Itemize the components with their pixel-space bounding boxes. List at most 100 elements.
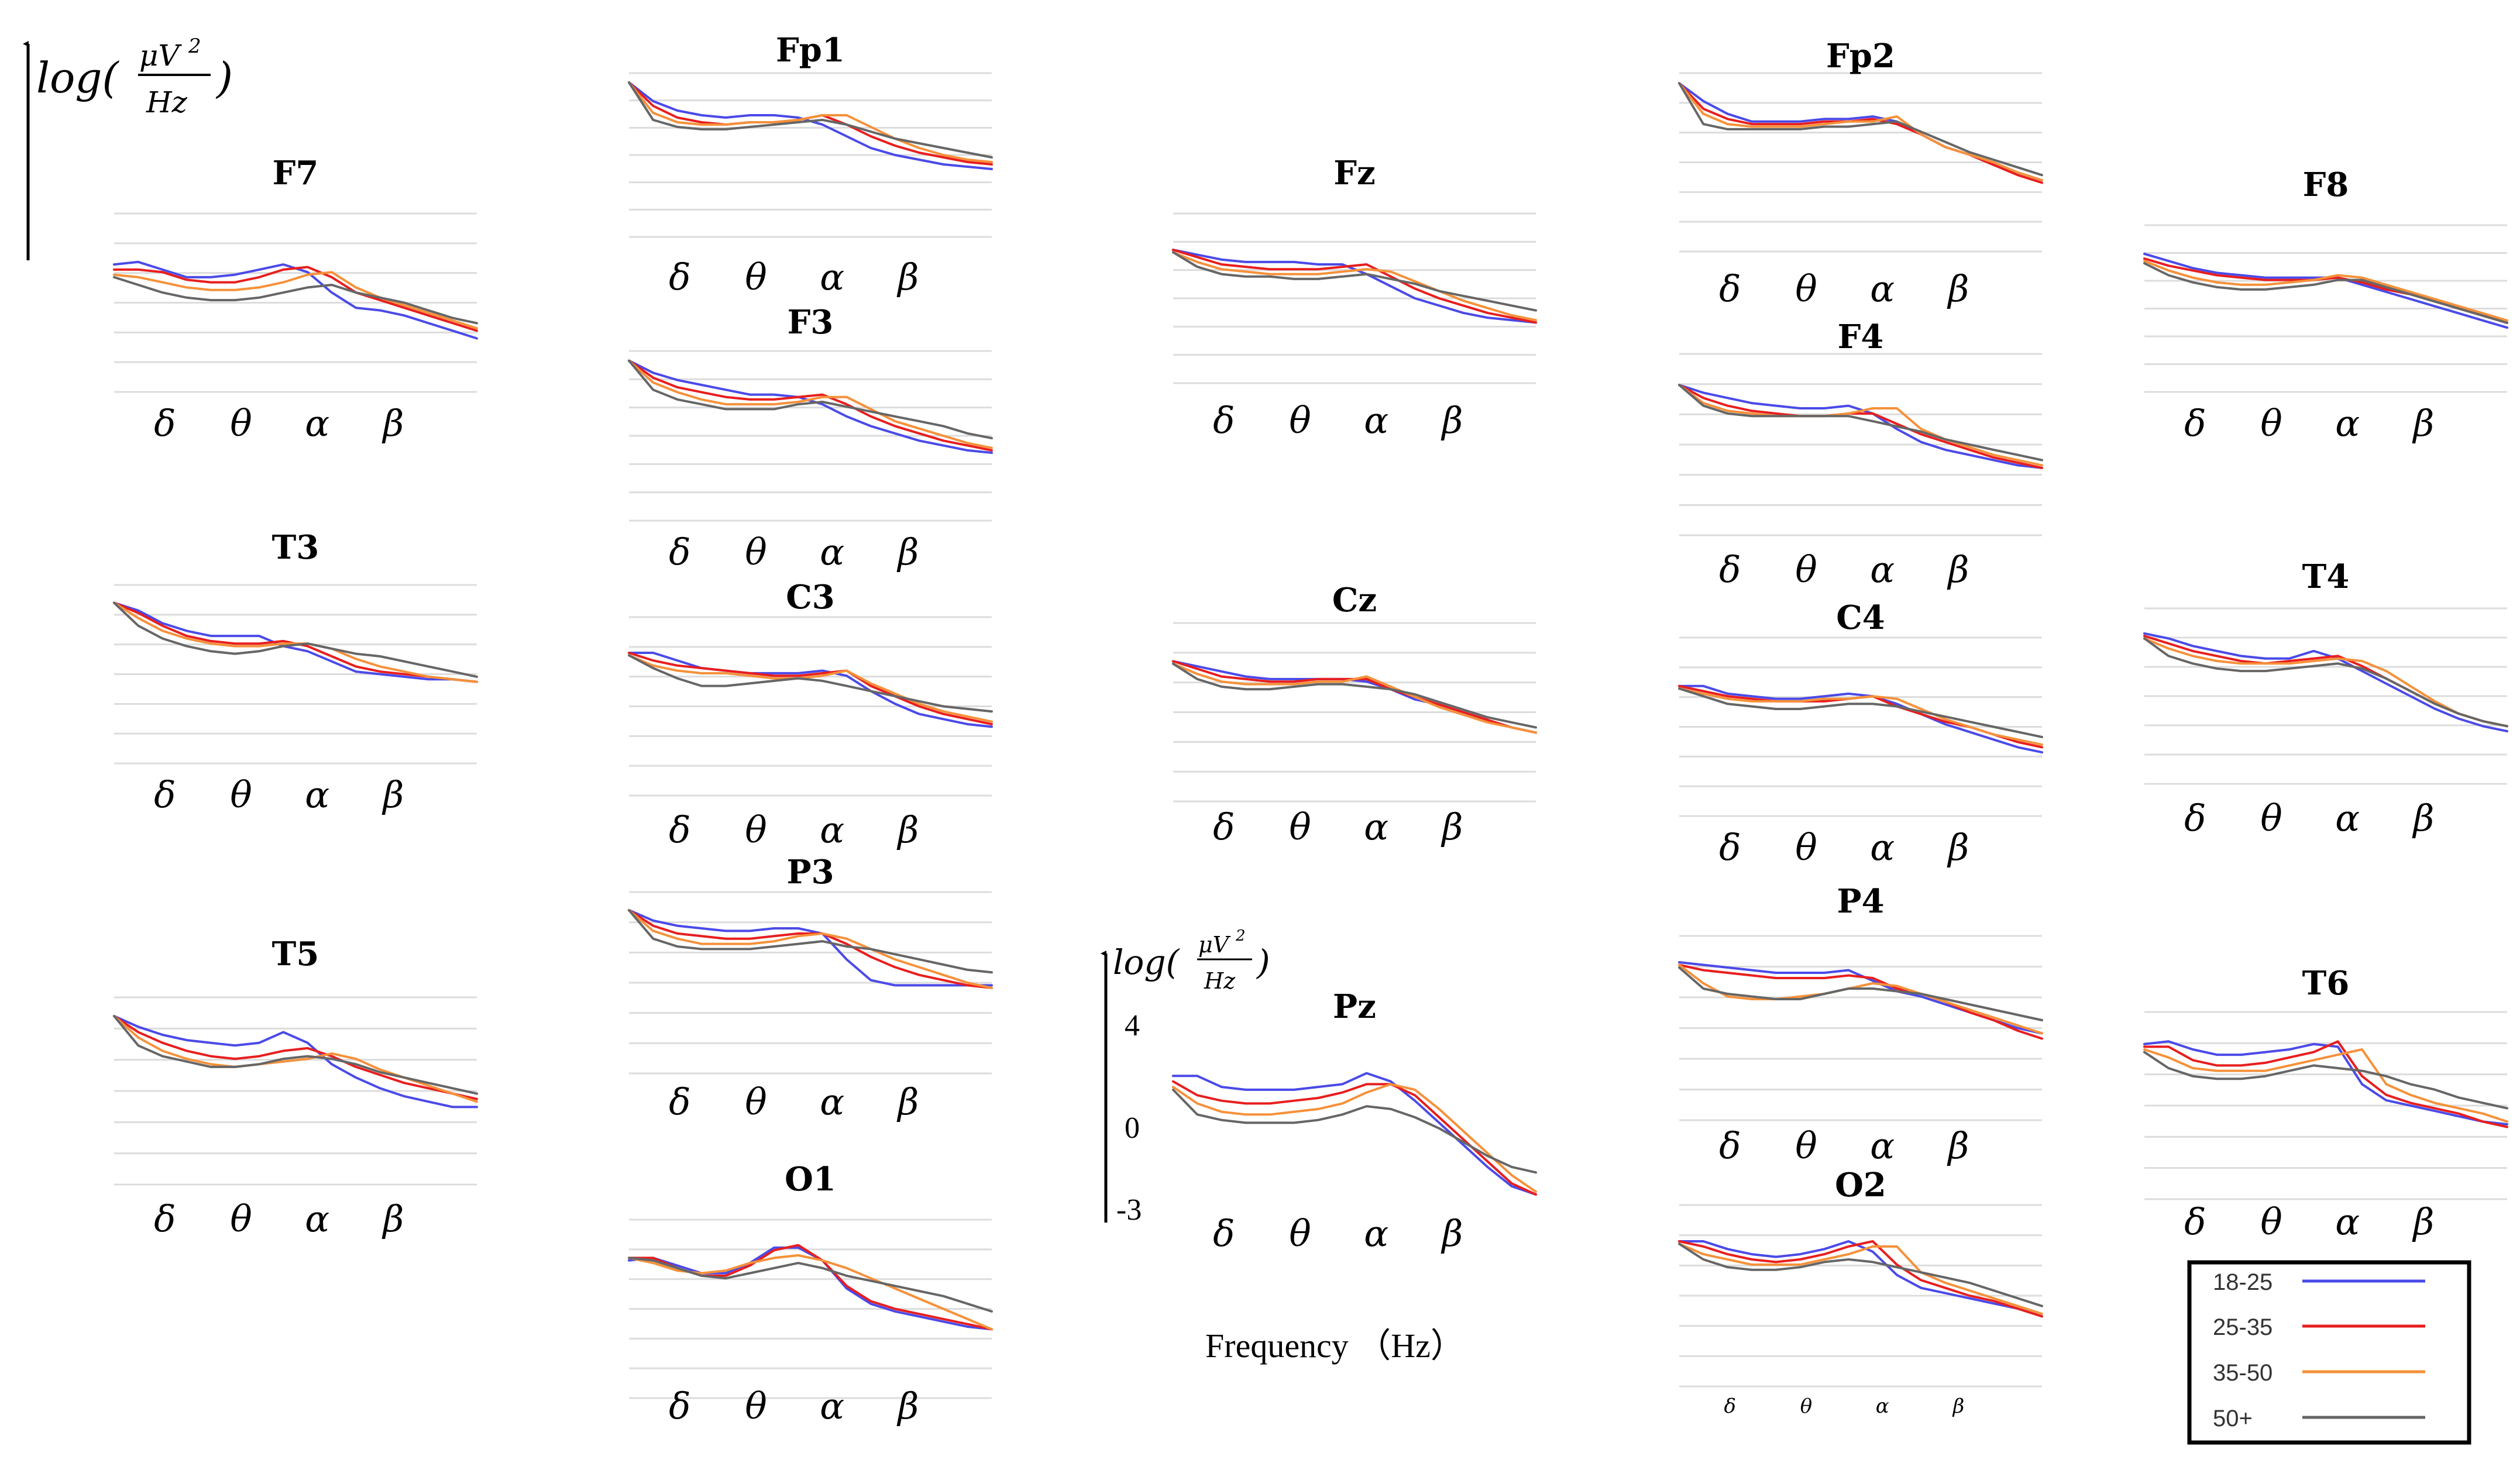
band-label: δ (1719, 548, 1741, 591)
series-line-50+ (1678, 384, 2043, 462)
series-line-35-50 (1678, 1242, 2043, 1315)
legend-label-25-35: 25-35 (2213, 1314, 2273, 1340)
band-label: δ (1719, 826, 1741, 869)
band-label: δ (669, 531, 690, 573)
global-y-unit-close: ) (215, 53, 233, 102)
series-line-25-35 (1678, 384, 2043, 469)
band-label: δ (669, 808, 690, 851)
band-label: δ (2184, 1200, 2206, 1243)
band-label: θ (1795, 548, 1817, 591)
series-line-50+ (628, 81, 993, 159)
band-label: α (1870, 267, 1895, 310)
band-label: β (896, 256, 919, 298)
series-line-18-25 (2143, 1040, 2508, 1125)
band-label: α (820, 1080, 844, 1123)
series-line-18-25 (113, 601, 478, 683)
band-label: δ (1213, 399, 1235, 442)
band-label: θ (1800, 1395, 1812, 1418)
band-label: δ (1213, 1212, 1235, 1255)
series-line-50+ (2143, 262, 2508, 324)
series-line-50+ (1678, 82, 2043, 177)
series-line-35-50 (2143, 1048, 2508, 1123)
band-label: θ (745, 1080, 766, 1123)
band-label: θ (1289, 1212, 1311, 1255)
panel-P3: P3 δ θ α β (628, 853, 993, 1123)
panel-C3: C3 δ θ α β (628, 578, 993, 851)
band-label: θ (230, 1197, 252, 1240)
band-label: δ (1724, 1395, 1736, 1418)
band-label: β (896, 1385, 919, 1427)
panel-C4: C4 δ θ α β (1678, 598, 2043, 869)
series-line-25-35 (1678, 963, 2043, 1040)
series-line-50+ (1172, 1088, 1537, 1174)
band-label: δ (154, 402, 176, 445)
series-line-50+ (1172, 662, 1537, 729)
series-line-50+ (1678, 687, 2043, 738)
band-label: β (1947, 267, 1969, 310)
series-line-18-25 (1678, 684, 2043, 754)
series-line-50+ (628, 359, 993, 440)
series-line-18-25 (628, 652, 993, 728)
band-label: δ (154, 773, 176, 816)
pz-y-unit-log: log( (1113, 942, 1180, 982)
band-label: δ (2184, 402, 2206, 445)
series-line-50+ (113, 1015, 478, 1095)
series-line-35-50 (1678, 82, 2043, 181)
series-line-50+ (628, 1257, 993, 1313)
series-line-35-50 (628, 359, 993, 449)
band-label: β (896, 1080, 919, 1123)
series-line-18-25 (1678, 1240, 2043, 1318)
band-label: α (1364, 1212, 1388, 1255)
band-label: α (1870, 1124, 1895, 1167)
band-label: δ (669, 1080, 690, 1123)
panel-title: T3 (272, 528, 319, 567)
series-line-50+ (2143, 637, 2508, 728)
panel-title: C4 (1836, 598, 1885, 637)
band-label: θ (230, 773, 252, 816)
global-y-unit-num: μV (139, 39, 182, 73)
panel-Fz: Fz δ θ α β (1172, 154, 1537, 442)
series-line-25-35 (113, 1015, 478, 1100)
panel-title: O2 (1835, 1166, 1886, 1204)
band-label: θ (745, 531, 766, 573)
panel-title: T6 (2302, 964, 2350, 1003)
global-y-unit-log: log( (36, 53, 119, 102)
legend-label-18-25: 18-25 (2213, 1269, 2273, 1295)
legend-label-35-50: 35-50 (2213, 1360, 2273, 1386)
pz-axis: log( μV 2 Hz ) 4 0 -3 Frequency （Hz） (1101, 927, 1464, 1365)
band-label: α (2335, 797, 2360, 839)
pz-y-unit-num: μV (1198, 932, 1231, 958)
series-line-50+ (113, 601, 478, 678)
band-label: δ (1213, 805, 1235, 848)
panel-Pz: Pz δ θ α β (1172, 987, 1537, 1255)
band-label: α (1876, 1395, 1889, 1418)
band-label: θ (230, 402, 252, 445)
panel-Cz: Cz δ θ α β (1172, 581, 1537, 848)
series-line-50+ (628, 909, 993, 974)
series-line-50+ (1678, 1242, 2043, 1307)
panel-T3: T3 δ θ α β (113, 528, 478, 816)
series-line-50+ (628, 654, 993, 713)
band-label: β (1947, 548, 1969, 591)
panel-F3: F3 δ θ α β (628, 303, 993, 573)
panel-O2: O2 δ θ α β (1678, 1166, 2043, 1418)
band-label: β (1441, 805, 1463, 848)
series-line-18-25 (1172, 249, 1537, 324)
series-line-25-35 (1678, 82, 2043, 184)
band-label: θ (2260, 1200, 2282, 1243)
band-label: α (305, 1197, 329, 1240)
band-label: θ (1795, 826, 1817, 869)
series-line-35-50 (1172, 251, 1537, 322)
series-line-35-50 (628, 909, 993, 989)
pz-y-unit-den: Hz (1204, 968, 1236, 994)
band-label: δ (1719, 1124, 1741, 1167)
series-line-35-50 (1678, 687, 2043, 746)
series-line-25-35 (1172, 249, 1537, 324)
band-label: θ (1289, 399, 1311, 442)
series-line-35-50 (1172, 662, 1537, 734)
global-y-unit-den: Hz (146, 85, 188, 119)
series-line-25-35 (113, 266, 478, 332)
legend-label-50plus: 50+ (2213, 1406, 2253, 1431)
series-line-35-50 (628, 654, 993, 723)
